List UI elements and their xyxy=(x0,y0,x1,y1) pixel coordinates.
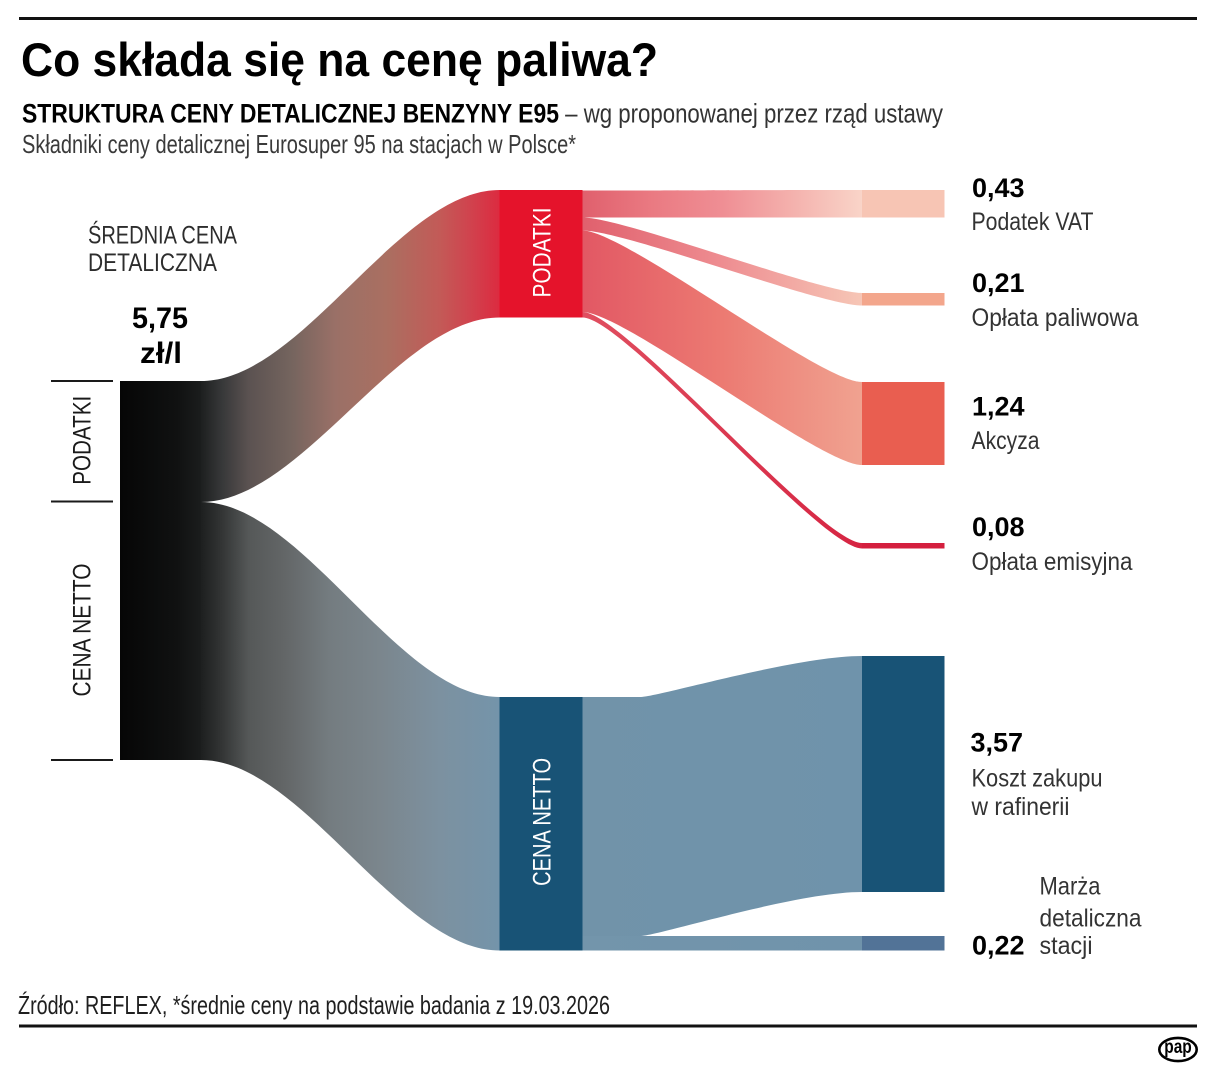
svg-text:Co składa się na cenę paliwa?: Co składa się na cenę paliwa? xyxy=(21,33,658,86)
svg-text:3,57: 3,57 xyxy=(971,728,1024,758)
svg-text:5,75: 5,75 xyxy=(132,302,188,335)
svg-text:DETALICZNA: DETALICZNA xyxy=(88,249,217,277)
svg-text:Opłata emisyjna: Opłata emisyjna xyxy=(972,548,1133,576)
svg-text:STRUKTURA CENY DETALICZNEJ BEN: STRUKTURA CENY DETALICZNEJ BENZYNY E95 –… xyxy=(22,99,944,129)
svg-text:Koszt zakupu: Koszt zakupu xyxy=(972,765,1103,793)
svg-text:Źródło: REFLEX, *średnie ceny: Źródło: REFLEX, *średnie ceny na podstaw… xyxy=(18,990,610,1020)
svg-text:w rafinerii: w rafinerii xyxy=(971,793,1070,821)
svg-text:1,24: 1,24 xyxy=(972,392,1025,422)
svg-text:PODATKI: PODATKI xyxy=(69,396,97,485)
svg-text:ŚREDNIA CENA: ŚREDNIA CENA xyxy=(88,220,237,250)
svg-text:Podatek VAT: Podatek VAT xyxy=(972,208,1094,236)
svg-text:0,22: 0,22 xyxy=(972,931,1025,961)
svg-text:Składniki ceny detalicznej Eur: Składniki ceny detalicznej Eurosuper 95 … xyxy=(22,129,576,159)
svg-text:0,43: 0,43 xyxy=(972,173,1025,203)
svg-text:Opłata paliwowa: Opłata paliwowa xyxy=(972,304,1139,332)
svg-text:detaliczna: detaliczna xyxy=(1040,905,1142,933)
svg-text:Marża: Marża xyxy=(1040,873,1101,901)
svg-text:0,08: 0,08 xyxy=(972,512,1025,542)
svg-text:stacji: stacji xyxy=(1040,932,1093,960)
svg-text:pap: pap xyxy=(1164,1037,1192,1058)
svg-text:CENA NETTO: CENA NETTO xyxy=(69,564,97,697)
svg-text:CENA NETTO: CENA NETTO xyxy=(529,758,557,886)
svg-text:0,21: 0,21 xyxy=(972,268,1025,298)
svg-text:PODATKI: PODATKI xyxy=(529,208,557,298)
svg-text:Akcyza: Akcyza xyxy=(972,427,1040,455)
svg-text:zł/l: zł/l xyxy=(140,337,182,370)
